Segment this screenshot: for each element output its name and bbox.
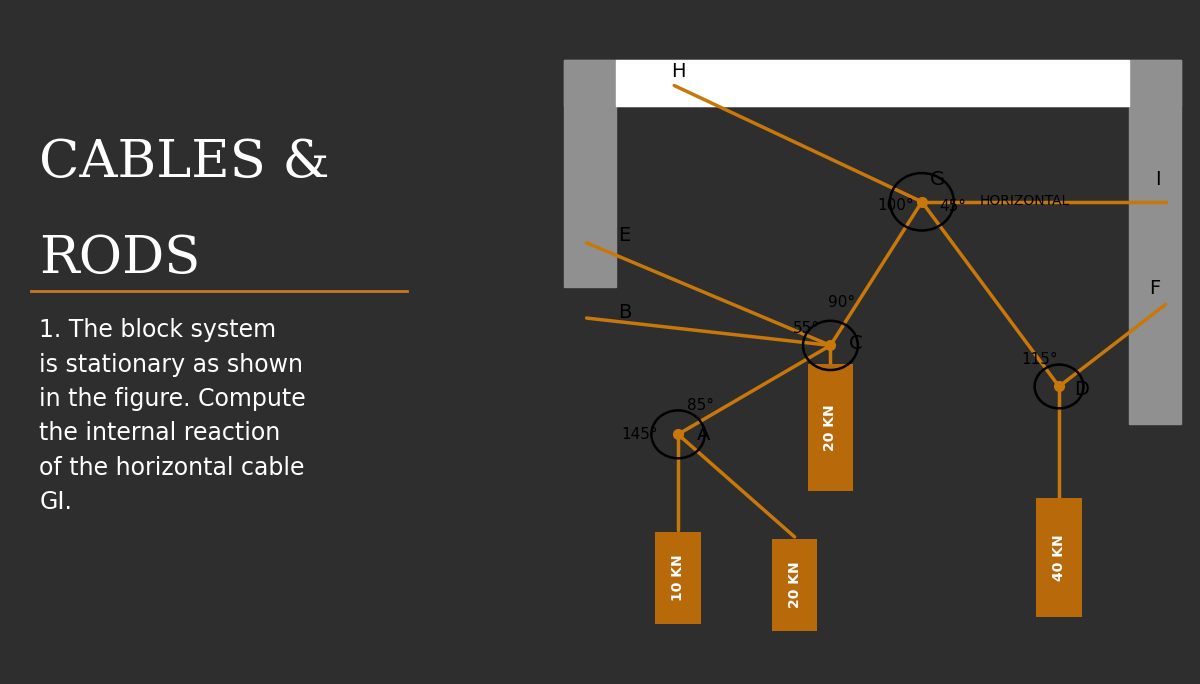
Text: RODS: RODS xyxy=(40,233,200,284)
Text: E: E xyxy=(618,226,631,246)
Text: F: F xyxy=(1148,279,1160,298)
Text: H: H xyxy=(671,62,685,81)
Text: G: G xyxy=(930,170,944,189)
Text: 85°: 85° xyxy=(688,398,714,413)
Text: B: B xyxy=(618,303,631,322)
Text: 20 KN: 20 KN xyxy=(823,404,838,451)
Text: CABLES &: CABLES & xyxy=(40,137,330,188)
Polygon shape xyxy=(564,60,616,287)
Text: C: C xyxy=(848,334,863,353)
Text: I: I xyxy=(1156,170,1160,189)
Text: 55°: 55° xyxy=(792,321,820,336)
FancyBboxPatch shape xyxy=(655,532,701,624)
FancyBboxPatch shape xyxy=(1036,498,1082,617)
Text: A: A xyxy=(696,425,710,444)
FancyBboxPatch shape xyxy=(808,364,853,491)
Text: 45°: 45° xyxy=(938,199,966,214)
Text: 100°: 100° xyxy=(877,198,913,213)
Text: D: D xyxy=(1074,380,1090,399)
Text: HORIZONTAL: HORIZONTAL xyxy=(979,194,1070,208)
Text: 40 KN: 40 KN xyxy=(1052,534,1066,581)
Polygon shape xyxy=(616,60,1129,106)
Text: 145°: 145° xyxy=(622,427,659,442)
Text: 115°: 115° xyxy=(1021,352,1058,367)
Text: 90°: 90° xyxy=(828,295,856,310)
Text: 20 KN: 20 KN xyxy=(787,562,802,608)
Text: 10 KN: 10 KN xyxy=(671,555,685,601)
Polygon shape xyxy=(564,60,1181,106)
Polygon shape xyxy=(1129,60,1181,424)
FancyBboxPatch shape xyxy=(772,539,817,631)
Text: 1. The block system
is stationary as shown
in the figure. Compute
the internal r: 1. The block system is stationary as sho… xyxy=(40,318,306,514)
